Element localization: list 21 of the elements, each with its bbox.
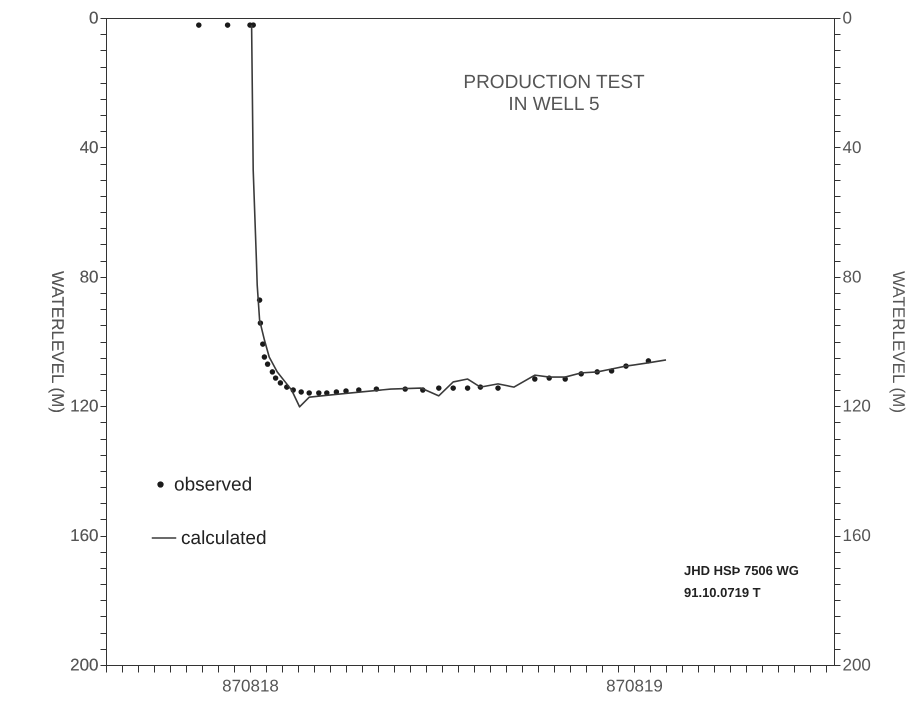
annotation: 91.10.0719 T [684, 585, 761, 600]
legend-label: calculated [181, 528, 267, 549]
y2-tick-label: 200 [842, 656, 871, 674]
y2-tick-label: 0 [842, 8, 852, 28]
y2-tick-label: 80 [842, 267, 862, 286]
y2-tick-label: 120 [842, 396, 871, 416]
y-axis-title: WATERLEVEL (M) [48, 271, 68, 413]
y2-axis-title: WATERLEVEL (M) [888, 271, 908, 413]
legend-label: observed [174, 474, 252, 496]
y-tick-label: 0 [89, 8, 98, 28]
x-tick-label: 870818 [222, 676, 279, 696]
y-tick-label: 160 [70, 526, 98, 546]
y-tick-label: 40 [80, 138, 98, 157]
text: PRODUCTION TEST IN WELL 5 [463, 72, 645, 115]
y2-tick-label: 40 [842, 138, 862, 157]
y2-tick-label: 160 [842, 526, 871, 546]
y-tick-label: 120 [70, 396, 98, 416]
y-tick-label: 200 [70, 656, 98, 674]
x-tick-label: 870819 [606, 676, 663, 696]
y-tick-label: 80 [80, 267, 98, 286]
annotation: JHD HSÞ 7506 WG [684, 563, 799, 578]
